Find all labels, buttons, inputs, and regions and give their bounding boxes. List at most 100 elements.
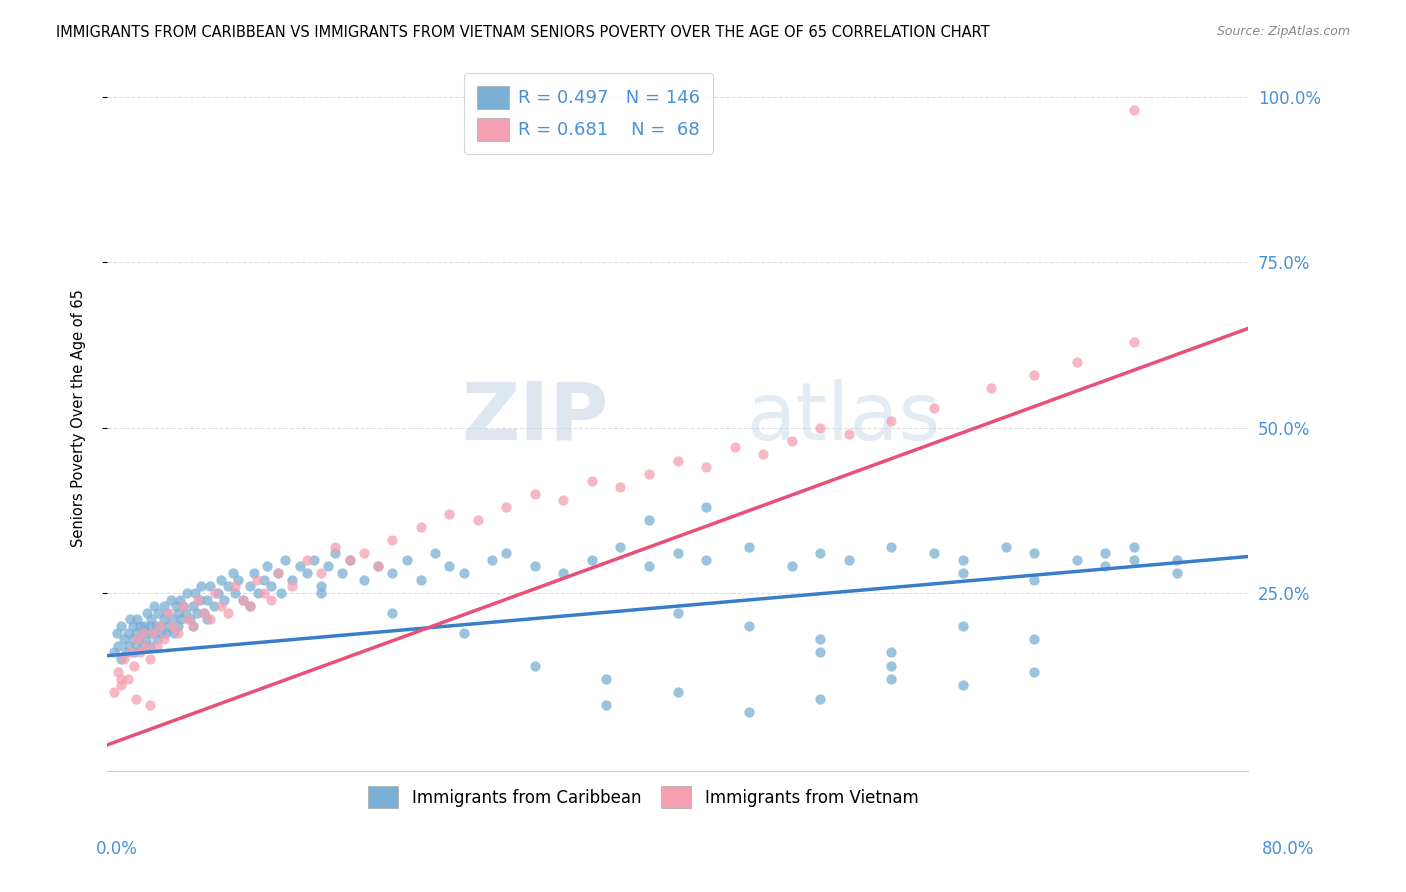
Point [609, 480, 631, 494]
Point [922, 546, 945, 560]
Point [122, 645, 145, 659]
Point [169, 592, 191, 607]
Point [738, 540, 761, 554]
Point [128, 645, 150, 659]
Point [153, 632, 176, 647]
Point [880, 540, 903, 554]
Point [439, 507, 461, 521]
Point [880, 658, 903, 673]
Point [165, 599, 187, 614]
Point [153, 599, 176, 614]
Point [1022, 665, 1045, 680]
Point [638, 559, 661, 574]
Point [202, 599, 225, 614]
Point [253, 573, 276, 587]
Point [1122, 334, 1144, 349]
Point [838, 553, 860, 567]
Point [139, 619, 162, 633]
Point [103, 685, 125, 699]
Point [309, 586, 332, 600]
Point [149, 619, 172, 633]
Point [666, 453, 689, 467]
Point [260, 579, 283, 593]
Point [922, 401, 945, 415]
Point [239, 599, 262, 614]
Text: ZIP: ZIP [461, 379, 609, 457]
Point [453, 566, 475, 580]
Point [163, 625, 186, 640]
Point [309, 579, 332, 593]
Point [217, 606, 239, 620]
Point [638, 467, 661, 481]
Point [157, 619, 180, 633]
Point [523, 559, 546, 574]
Point [112, 632, 135, 647]
Point [150, 625, 173, 640]
Point [138, 625, 160, 640]
Point [243, 566, 266, 580]
Point [695, 553, 717, 567]
Text: 80.0%: 80.0% [1263, 840, 1315, 858]
Point [253, 586, 276, 600]
Point [110, 619, 132, 633]
Point [609, 540, 631, 554]
Point [738, 619, 761, 633]
Point [553, 566, 575, 580]
Point [110, 672, 132, 686]
Point [381, 606, 404, 620]
Point [224, 586, 246, 600]
Point [1122, 540, 1144, 554]
Point [453, 625, 475, 640]
Point [193, 606, 215, 620]
Legend: Immigrants from Caribbean, Immigrants from Vietnam: Immigrants from Caribbean, Immigrants fr… [360, 778, 927, 816]
Point [139, 652, 162, 666]
Point [176, 586, 198, 600]
Point [1094, 546, 1116, 560]
Text: IMMIGRANTS FROM CARIBBEAN VS IMMIGRANTS FROM VIETNAM SENIORS POVERTY OVER THE AG: IMMIGRANTS FROM CARIBBEAN VS IMMIGRANTS … [56, 25, 990, 40]
Point [270, 586, 292, 600]
Point [1022, 546, 1045, 560]
Point [395, 553, 418, 567]
Point [239, 579, 262, 593]
Point [281, 573, 304, 587]
Point [994, 540, 1017, 554]
Point [638, 513, 661, 527]
Point [190, 579, 212, 593]
Point [121, 632, 143, 647]
Point [595, 698, 617, 713]
Point [162, 619, 184, 633]
Point [339, 553, 361, 567]
Point [1166, 566, 1188, 580]
Point [181, 619, 204, 633]
Point [156, 606, 179, 620]
Point [495, 500, 517, 514]
Point [295, 553, 318, 567]
Point [146, 639, 169, 653]
Point [1094, 559, 1116, 574]
Point [952, 619, 974, 633]
Point [181, 599, 204, 614]
Point [1166, 553, 1188, 567]
Point [160, 592, 183, 607]
Point [153, 612, 176, 626]
Point [167, 619, 190, 633]
Point [117, 672, 139, 686]
Point [523, 658, 546, 673]
Point [695, 460, 717, 475]
Point [1122, 553, 1144, 567]
Point [808, 546, 831, 560]
Point [114, 645, 136, 659]
Point [353, 573, 375, 587]
Point [139, 698, 162, 713]
Point [117, 639, 139, 653]
Text: 0.0%: 0.0% [96, 840, 138, 858]
Point [135, 632, 157, 647]
Point [107, 639, 129, 653]
Point [155, 625, 177, 640]
Point [105, 625, 128, 640]
Point [274, 553, 297, 567]
Point [1066, 354, 1088, 368]
Point [127, 632, 149, 647]
Point [107, 665, 129, 680]
Point [177, 612, 200, 626]
